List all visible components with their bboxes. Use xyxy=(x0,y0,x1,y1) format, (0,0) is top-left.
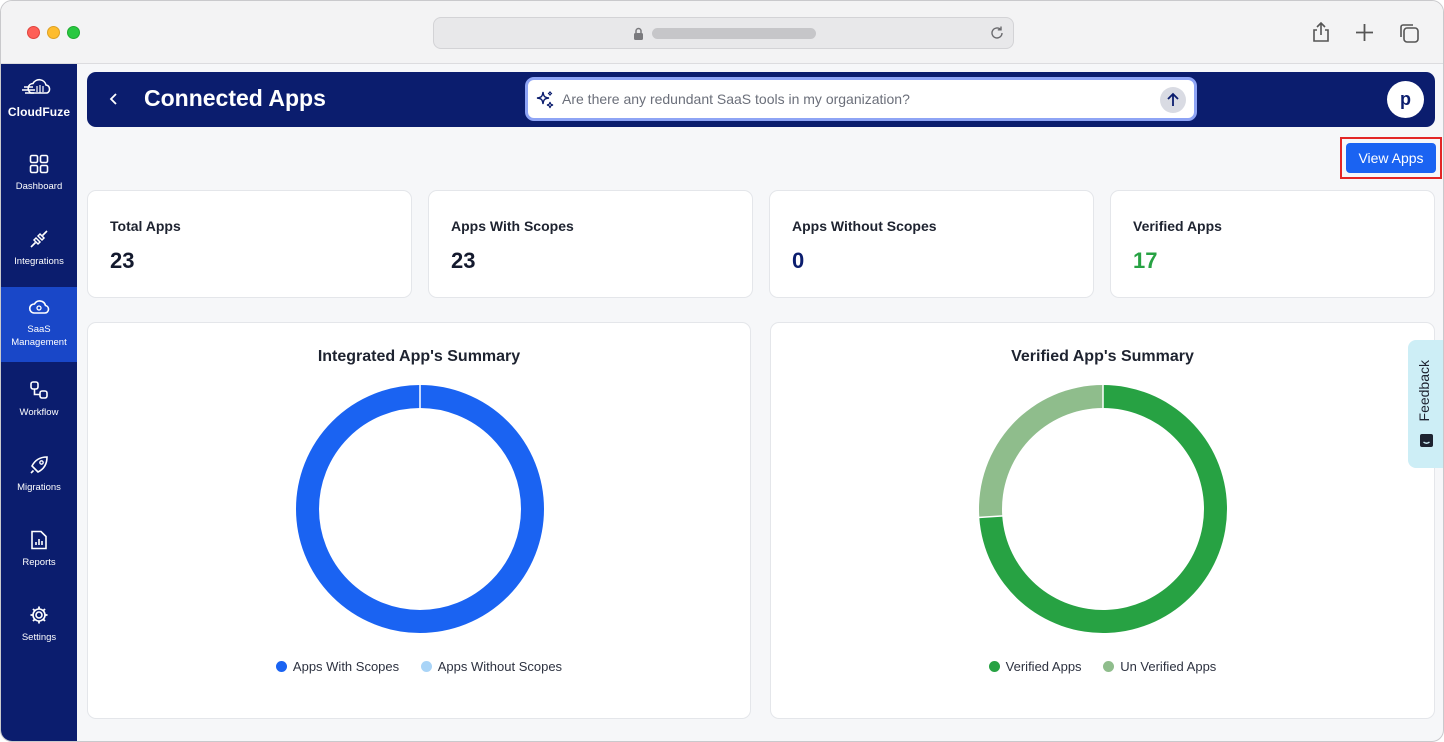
stat-card-verified-apps: Verified Apps 17 xyxy=(1110,190,1435,298)
legend-label: Apps With Scopes xyxy=(292,659,400,674)
sidebar-item-settings[interactable]: Settings xyxy=(1,605,77,650)
stat-label: Apps With Scopes xyxy=(451,218,574,234)
back-chevron-icon[interactable] xyxy=(107,90,121,108)
chart-title: Verified App's Summary xyxy=(1011,348,1194,365)
close-window-button[interactable] xyxy=(27,26,40,39)
plug-icon xyxy=(30,230,48,248)
chart-title: Integrated App's Summary xyxy=(317,348,521,365)
minimize-window-button[interactable] xyxy=(47,26,60,39)
tab-overview-icon[interactable] xyxy=(1398,22,1420,44)
sidebar-item-label: Dashboard xyxy=(15,181,63,192)
legend-label: Un Verified Apps xyxy=(1120,659,1217,674)
verified-apps-summary-card: Verified App's Summary Verified Apps Un … xyxy=(770,322,1435,719)
verified-apps-donut-chart[interactable] xyxy=(978,384,1228,634)
legend-item-verified-apps[interactable]: Verified Apps xyxy=(988,659,1082,674)
legend-dot xyxy=(1103,661,1115,672)
sidebar-item-reports[interactable]: Reports xyxy=(1,530,77,575)
stat-value: 17 xyxy=(1133,248,1158,273)
stat-card-apps-without-scopes: Apps Without Scopes 0 xyxy=(769,190,1094,298)
view-apps-highlight: View Apps xyxy=(1340,137,1442,179)
sidebar-item-label: Settings xyxy=(21,632,57,643)
lock-icon xyxy=(634,27,643,40)
donut-slice-un-verified-apps[interactable] xyxy=(979,385,1103,518)
legend-dot xyxy=(420,661,432,672)
grid-icon xyxy=(29,154,49,174)
user-avatar[interactable]: p xyxy=(1387,81,1424,118)
integrated-apps-donut-chart[interactable] xyxy=(295,384,545,634)
chart-legend: Verified Apps Un Verified Apps xyxy=(771,659,1434,674)
workflow-icon xyxy=(30,381,48,399)
donut-separator xyxy=(978,515,1004,519)
stat-label: Total Apps xyxy=(110,218,181,234)
search-input[interactable] xyxy=(562,88,1142,110)
sidebar-item-saas-management[interactable]: SaaS Management xyxy=(1,287,77,362)
rocket-icon xyxy=(30,456,48,474)
legend-item-apps-without-scopes[interactable]: Apps Without Scopes xyxy=(420,659,563,674)
ai-search-box[interactable] xyxy=(525,77,1197,121)
sidebar-item-integrations[interactable]: Integrations xyxy=(1,229,77,274)
feedback-label: Feedback xyxy=(1416,360,1432,422)
logo-text: CloudFuze xyxy=(7,105,71,119)
view-apps-button[interactable]: View Apps xyxy=(1346,143,1436,173)
sidebar-item-label: Reports xyxy=(22,557,56,568)
integrated-apps-summary-card: Integrated App's Summary Apps With Scope… xyxy=(87,322,751,719)
stat-label: Apps Without Scopes xyxy=(792,218,937,234)
legend-dot xyxy=(988,661,1000,672)
stat-value: 0 xyxy=(792,248,805,273)
feedback-icon xyxy=(1420,434,1433,447)
stat-value: 23 xyxy=(110,248,135,273)
stat-card-apps-with-scopes: Apps With Scopes 23 xyxy=(428,190,753,298)
reload-icon[interactable] xyxy=(989,25,1005,41)
page-header: Connected Apps p xyxy=(87,72,1435,127)
new-tab-icon[interactable] xyxy=(1355,23,1374,42)
legend-item-unverified-apps[interactable]: Un Verified Apps xyxy=(1103,659,1216,674)
url-text-redacted xyxy=(652,28,816,39)
arrow-up-icon xyxy=(1167,92,1179,106)
legend-dot xyxy=(275,661,287,672)
sidebar-item-workflow[interactable]: Workflow xyxy=(1,380,77,425)
legend-label: Verified Apps xyxy=(1005,659,1082,674)
legend-label: Apps Without Scopes xyxy=(437,659,563,674)
sidebar-item-label: Integrations xyxy=(14,256,64,267)
cloud-gear-icon xyxy=(28,300,50,314)
donut-slice-apps-with-scopes[interactable] xyxy=(296,385,544,633)
send-button[interactable] xyxy=(1160,87,1186,113)
page-title: Connected Apps xyxy=(144,85,326,111)
cloudfuze-logo[interactable]: CloudFuze xyxy=(1,78,77,119)
sidebar-item-label: SaaS Management xyxy=(11,324,67,348)
sidebar-item-label: Migrations xyxy=(17,482,61,493)
stat-card-total-apps: Total Apps 23 xyxy=(87,190,412,298)
zoom-window-button[interactable] xyxy=(67,26,80,39)
legend-item-apps-with-scopes[interactable]: Apps With Scopes xyxy=(275,659,400,674)
chart-legend: Apps With Scopes Apps Without Scopes xyxy=(88,659,750,674)
sidebar-item-label: Workflow xyxy=(19,407,59,418)
report-icon xyxy=(31,530,47,550)
sparkle-icon xyxy=(536,91,554,109)
browser-toolbar xyxy=(1,1,1443,64)
feedback-tab[interactable]: Feedback xyxy=(1408,340,1443,468)
stat-label: Verified Apps xyxy=(1133,218,1222,234)
address-bar[interactable] xyxy=(433,17,1014,49)
stat-value: 23 xyxy=(451,248,476,273)
sidebar-item-migrations[interactable]: Migrations xyxy=(1,455,77,500)
share-icon[interactable] xyxy=(1311,21,1331,43)
sidebar: CloudFuze Dashboard Integrations xyxy=(1,64,77,741)
sidebar-item-dashboard[interactable]: Dashboard xyxy=(1,154,77,199)
gear-icon xyxy=(30,606,48,624)
cloudfuze-logo-icon xyxy=(22,78,51,94)
